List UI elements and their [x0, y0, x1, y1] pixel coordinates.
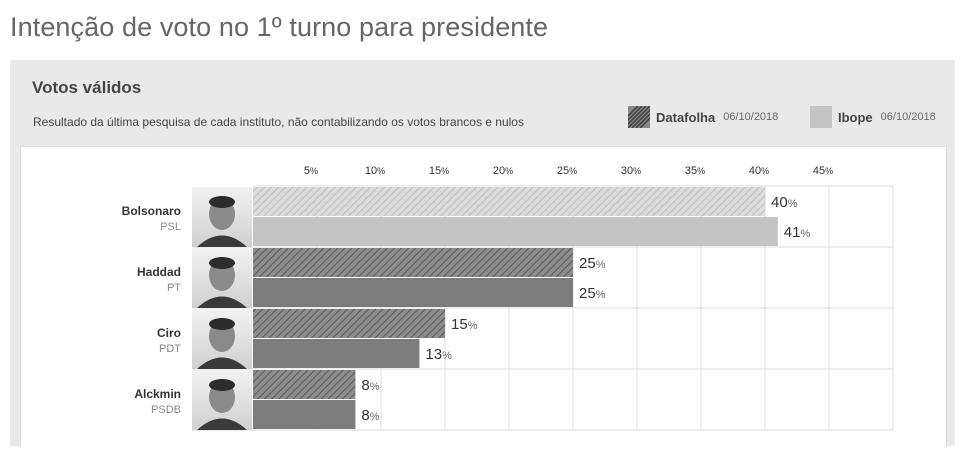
candidate-party: PT [167, 282, 181, 294]
data-label: 15% [451, 316, 478, 333]
bar-datafolha [253, 248, 573, 277]
legend-swatch-solid [810, 106, 832, 128]
x-tick-label: 5% [304, 165, 318, 177]
x-tick-label: 10% [365, 165, 385, 177]
candidate-photo [192, 309, 252, 369]
x-tick-label: 35% [685, 165, 705, 177]
x-tick-label: 45% [813, 165, 833, 177]
candidate-name: Ciro [157, 326, 181, 340]
legend-swatch-hatched [628, 106, 650, 128]
photo-hair [209, 379, 235, 391]
photo-shoulders [197, 296, 247, 308]
candidate-party: PSDB [151, 404, 181, 416]
bar-ibope [253, 339, 420, 368]
data-label: 13% [425, 346, 452, 363]
chart-area: 5% 10% 15% 20% 25% 30% 35% 40% 45% Bolsonaro PSL 40… [20, 146, 947, 447]
photo-shoulders [197, 235, 247, 247]
legend-date: 06/10/2018 [723, 111, 779, 123]
candidate-name: Bolsonaro [122, 204, 181, 218]
candidate-party: PDT [159, 343, 181, 355]
x-tick-label: 15% [429, 165, 449, 177]
legend-item-datafolha: Datafolha 06/10/2018 [628, 106, 778, 128]
candidate-photo [192, 187, 252, 247]
data-label: 25% [579, 285, 606, 302]
photo-hair [209, 196, 235, 208]
photo-hair [209, 318, 235, 330]
x-tick-label: 40% [749, 165, 769, 177]
chart-panel: Votos válidos Resultado da última pesqui… [10, 60, 955, 447]
candidate-photo [192, 370, 252, 430]
legend-name: Datafolha [656, 109, 716, 125]
x-tick-label: 25% [557, 165, 577, 177]
data-label: 8% [361, 377, 379, 394]
bar-ibope [253, 278, 573, 307]
x-tick-label: 20% [493, 165, 513, 177]
data-label: 8% [361, 407, 379, 424]
bar-datafolha [253, 370, 356, 399]
bar-datafolha [253, 187, 765, 216]
candidate-photo [192, 248, 252, 308]
data-label: 25% [579, 255, 606, 272]
bar-ibope [253, 400, 356, 429]
legend-date: 06/10/2018 [880, 111, 936, 123]
legend-item-ibope: Ibope 06/10/2018 [810, 106, 936, 128]
candidate-party: PSL [160, 221, 181, 233]
page-title: Intenção de voto no 1º turno para presid… [10, 12, 549, 42]
chart-subtitle: Votos válidos [32, 78, 142, 97]
x-tick-label: 30% [621, 165, 641, 177]
bar-datafolha [253, 309, 445, 338]
data-label: 41% [784, 224, 811, 241]
photo-shoulders [197, 357, 247, 369]
candidate-name: Alckmin [134, 387, 181, 401]
legend-name: Ibope [838, 109, 873, 125]
chart-description: Resultado da última pesquisa de cada ins… [33, 115, 524, 129]
photo-shoulders [197, 418, 247, 430]
bar-ibope [253, 217, 778, 246]
candidate-name: Haddad [137, 265, 181, 279]
bar-chart: 5% 10% 15% 20% 25% 30% 35% 40% 45% Bolsonaro PSL 40… [122, 165, 894, 431]
photo-hair [209, 257, 235, 269]
data-label: 40% [771, 194, 798, 211]
